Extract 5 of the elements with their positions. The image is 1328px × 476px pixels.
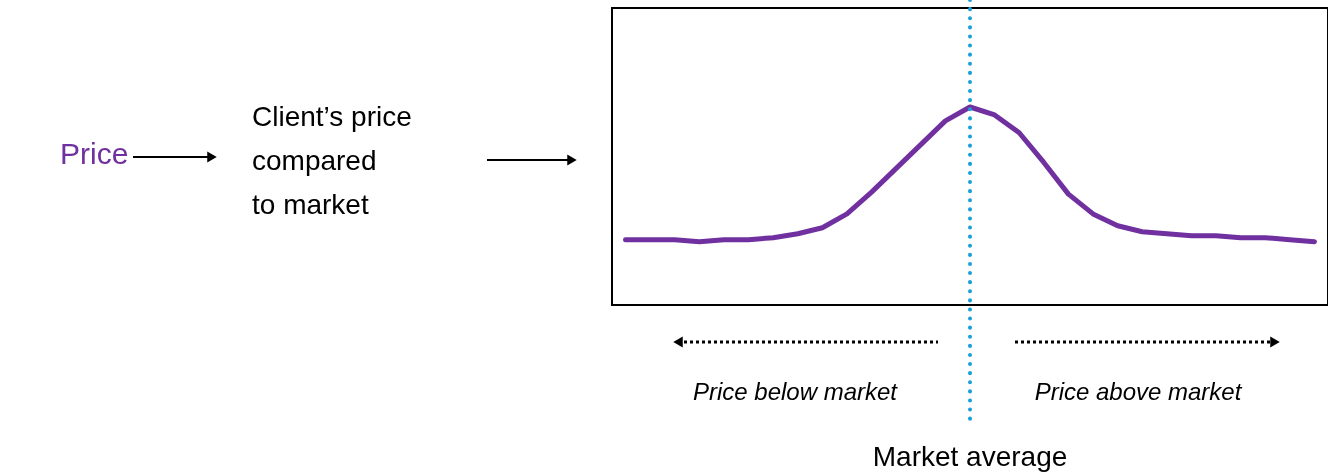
text: Price (60, 137, 129, 170)
text: Price above market (1034, 378, 1243, 405)
text: Market average (872, 441, 1068, 472)
text: Client’s price compared to market (252, 101, 412, 220)
text: Price below market (692, 378, 899, 405)
